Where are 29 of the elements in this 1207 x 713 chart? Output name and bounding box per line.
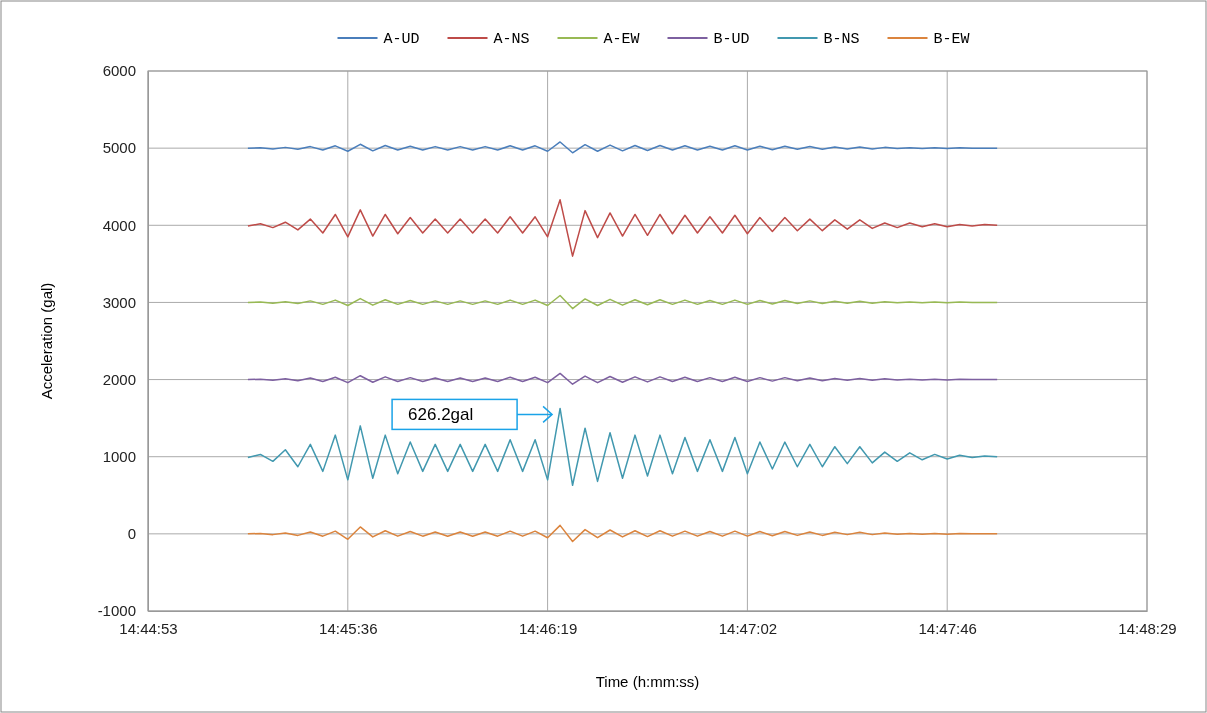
x-tick-label: 14:48:29 [1118,619,1177,637]
y-axis-title: Acceleration (gal) [38,282,55,400]
y-tick-label: -1000 [97,602,136,620]
y-tick-label: 3000 [102,293,136,311]
line-series [247,372,998,385]
legend-label: A-UD [383,31,420,48]
x-tick-label: 14:45:36 [319,619,378,637]
x-tick-label: 14:47:46 [918,619,977,637]
y-tick-label: 0 [127,525,136,543]
x-axis-title: Time (h:mm:ss) [595,673,700,690]
line-series [247,294,998,310]
annotation: 626.2gal [408,405,474,425]
legend-label: A-EW [603,31,640,48]
legend-label: B-NS [823,31,860,48]
line-series [247,141,998,154]
x-tick-label: 14:46:19 [518,619,578,637]
y-tick-label: 5000 [102,139,136,157]
line-series [247,407,998,487]
x-tick-label: 14:47:02 [718,619,778,637]
x-tick-label: 14:44:53 [119,619,178,637]
legend-label: B-UD [713,31,750,48]
y-tick-label: 1000 [102,448,136,466]
line-series [247,524,998,543]
y-tick-label: 6000 [102,62,136,80]
legend-label: A-NS [493,31,530,48]
y-tick-label: 4000 [102,216,136,234]
line-series [247,199,998,257]
y-tick-label: 2000 [102,370,136,388]
legend-label: B-EW [933,31,970,48]
